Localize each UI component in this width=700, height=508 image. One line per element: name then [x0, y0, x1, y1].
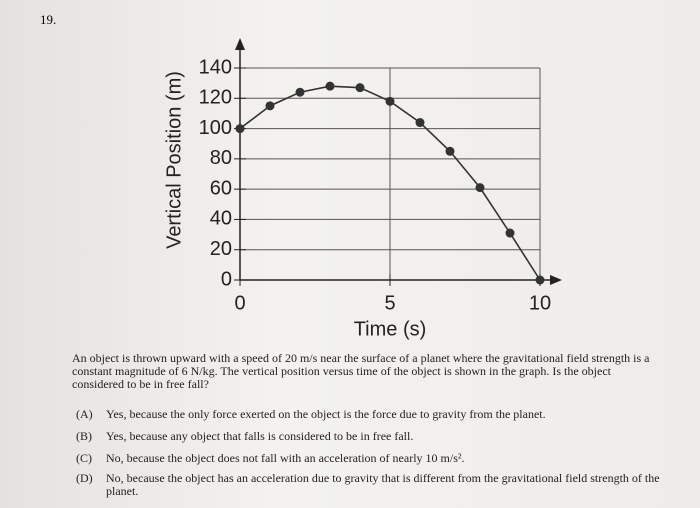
- option-letter: (D): [76, 471, 93, 485]
- data-point: [265, 101, 275, 111]
- x-arrow: [550, 275, 562, 285]
- y-tick-label: 20: [210, 238, 232, 260]
- y-tick-label: 140: [199, 56, 232, 78]
- data-point: [505, 228, 515, 238]
- data-point: [415, 118, 425, 128]
- data-point: [295, 87, 305, 97]
- data-point: [475, 183, 485, 193]
- option-letter: (A): [76, 407, 93, 421]
- y-axis-label: Vertical Position (m): [163, 71, 185, 249]
- option-text: Yes, because any object that falls is co…: [106, 429, 414, 443]
- data-point: [535, 275, 545, 285]
- x-tick-label: 5: [384, 292, 395, 314]
- data-point: [385, 96, 395, 106]
- data-point: [235, 124, 245, 134]
- question-number: 19.: [40, 12, 57, 27]
- x-axis-label: Time (s): [354, 318, 427, 340]
- option-text: No, because the object does not fall wit…: [106, 451, 465, 465]
- y-tick-label: 0: [221, 268, 232, 290]
- option-text: No, because the object has an accelerati…: [106, 471, 660, 498]
- option-letter: (B): [76, 429, 92, 443]
- data-point: [325, 81, 335, 91]
- data-point: [445, 146, 455, 156]
- x-tick-label: 0: [234, 292, 245, 314]
- x-tick-label: 10: [529, 292, 551, 314]
- y-arrow: [235, 38, 245, 50]
- y-tick-label: 40: [210, 208, 232, 230]
- chart: Time (s) Vertical Position (m) 0 20 40 60 80…: [163, 38, 562, 340]
- y-tick-label: 80: [210, 147, 232, 169]
- question-text: An object is thrown upward with a speed …: [72, 351, 650, 391]
- option-letter: (C): [76, 451, 92, 465]
- y-tick-label: 100: [199, 117, 232, 139]
- y-tick-label: 120: [199, 87, 232, 109]
- data-point: [355, 83, 365, 93]
- y-tick-label: 60: [210, 177, 232, 199]
- option-text: Yes, because the only force exerted on t…: [106, 407, 546, 421]
